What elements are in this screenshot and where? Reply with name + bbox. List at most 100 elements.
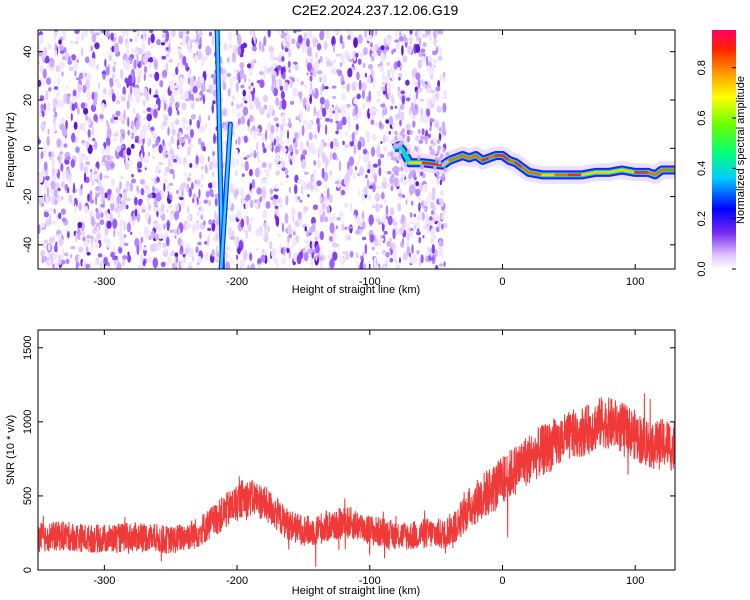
noise-speckle (150, 33, 155, 44)
noise-speckle (382, 213, 387, 225)
noise-speckle (109, 212, 114, 224)
noise-speckle (152, 181, 156, 188)
noise-speckle (61, 217, 67, 223)
noise-speckle (264, 221, 267, 232)
noise-speckle (421, 33, 428, 38)
noise-speckle (321, 167, 325, 179)
noise-speckle (80, 102, 86, 110)
noise-speckle (376, 146, 381, 158)
noise-speckle (113, 228, 116, 238)
noise-speckle (108, 54, 113, 62)
noise-speckle (326, 32, 330, 40)
noise-speckle (269, 132, 274, 143)
noise-speckle (154, 71, 160, 82)
noise-speckle (421, 55, 425, 63)
noise-speckle (405, 198, 408, 206)
noise-speckle (331, 85, 337, 89)
noise-speckle (409, 255, 413, 265)
noise-speckle (158, 144, 163, 154)
noise-speckle (41, 110, 45, 118)
noise-speckle (177, 156, 183, 165)
noise-speckle (143, 155, 150, 164)
noise-speckle (127, 117, 130, 128)
noise-speckle (48, 151, 52, 157)
noise-speckle (349, 250, 354, 258)
noise-speckle (373, 256, 377, 263)
noise-speckle (311, 147, 317, 155)
noise-speckle (297, 196, 301, 200)
ridge-speckle (398, 141, 402, 147)
noise-speckle (386, 170, 392, 175)
noise-speckle (366, 136, 371, 143)
noise-speckle (377, 90, 381, 97)
noise-speckle (273, 87, 279, 97)
noise-speckle (292, 63, 296, 70)
noise-speckle (173, 158, 177, 163)
noise-speckle (366, 101, 370, 106)
noise-speckle (354, 81, 358, 87)
noise-speckle (315, 51, 318, 60)
noise-speckle (121, 30, 126, 38)
noise-speckle (70, 245, 76, 250)
noise-speckle (195, 94, 202, 99)
noise-speckle (382, 134, 386, 144)
noise-speckle (166, 209, 169, 213)
ridge-speckle (392, 167, 396, 173)
noise-speckle (164, 116, 168, 121)
noise-speckle (246, 215, 249, 226)
snr-x-ticks: -300 -200 -100 0 100 (93, 330, 644, 587)
noise-speckle (246, 154, 251, 158)
noise-speckle (358, 189, 361, 197)
noise-speckle (72, 89, 77, 97)
noise-speckle (53, 208, 56, 214)
noise-speckle (161, 33, 166, 39)
noise-speckle (208, 188, 214, 197)
noise-speckle (242, 249, 248, 261)
noise-speckle (362, 62, 366, 69)
noise-speckle (313, 160, 317, 166)
noise-speckle (311, 222, 316, 233)
noise-speckle (169, 194, 173, 201)
noise-speckle (143, 117, 147, 121)
noise-speckle (91, 125, 94, 136)
chart-title: C2E2.2024.237.12.06.G19 (291, 2, 459, 18)
noise-speckle (99, 172, 103, 181)
noise-speckle (199, 36, 202, 45)
noise-speckle (322, 83, 325, 92)
noise-speckle (412, 96, 417, 105)
noise-speckle (61, 56, 66, 61)
noise-speckle (250, 265, 254, 269)
noise-speckle (47, 101, 51, 112)
noise-speckle (132, 127, 138, 134)
noise-speckle (397, 193, 403, 198)
noise-speckle (77, 83, 82, 93)
noise-speckle (52, 119, 56, 124)
noise-speckle (180, 96, 185, 100)
noise-speckle (236, 111, 242, 119)
noise-speckle (240, 218, 245, 228)
noise-speckle (200, 214, 204, 220)
noise-speckle (171, 30, 176, 38)
noise-speckle (387, 69, 390, 79)
noise-speckle (118, 246, 123, 254)
noise-speckle (346, 103, 351, 108)
noise-speckle (139, 92, 144, 96)
noise-speckle (443, 90, 448, 97)
snr-x-tick-label: 100 (626, 575, 644, 587)
noise-speckle (422, 211, 425, 221)
noise-speckle (257, 132, 263, 137)
noise-speckle (129, 38, 133, 42)
noise-speckle (249, 153, 253, 158)
noise-speckle (172, 172, 176, 180)
noise-speckle (202, 55, 209, 61)
noise-speckle (168, 182, 174, 187)
noise-speckle (128, 215, 133, 224)
noise-speckle (408, 107, 412, 114)
noise-speckle (113, 116, 119, 120)
noise-speckle (192, 223, 196, 234)
noise-speckle (429, 201, 434, 209)
noise-speckle (397, 60, 401, 68)
noise-speckle (428, 253, 432, 262)
noise-speckle (43, 211, 49, 218)
noise-speckle (103, 175, 110, 179)
